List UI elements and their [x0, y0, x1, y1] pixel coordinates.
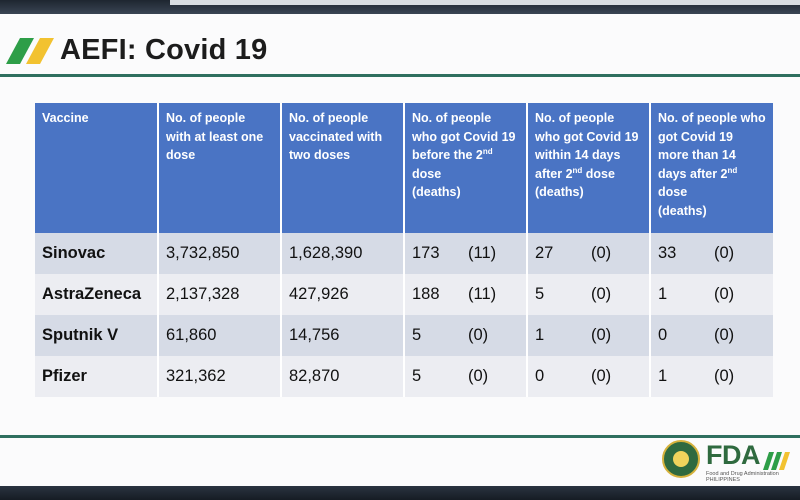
- within-14-days-cell: 0 (0): [527, 356, 651, 397]
- within-14-days-cell: 27 (0): [527, 233, 651, 274]
- case-count: 5: [412, 326, 422, 344]
- death-count: (0): [591, 285, 612, 303]
- header-within-14-days: No. of people who got Covid 19 within 14…: [527, 103, 651, 233]
- table-row: Sinovac 3,732,850 1,628,390 173 (11) 27 (0…: [35, 233, 773, 274]
- death-count: (11): [468, 285, 497, 303]
- death-count: (0): [468, 367, 489, 385]
- case-count: 173: [412, 244, 440, 262]
- footer-divider: [0, 435, 800, 438]
- one-dose-count: 61,860: [158, 315, 282, 356]
- fda-stripes-icon: [763, 452, 790, 470]
- death-count: (0): [714, 367, 735, 385]
- fda-logo-text: FDA: [706, 440, 761, 470]
- header-two-doses: No. of people vaccinated with two doses: [281, 103, 405, 233]
- death-count: (0): [591, 326, 612, 344]
- case-count: 1: [658, 285, 668, 303]
- header-before-second-dose: No. of people who got Covid 19 before th…: [404, 103, 528, 233]
- title-divider: [0, 74, 800, 77]
- slide-title: AEFI: Covid 19: [60, 34, 268, 66]
- table-row: Pfizer 321,362 82,870 5 (0) 0 (0) 1 (0): [35, 356, 773, 397]
- vaccine-name: Sputnik V: [35, 315, 159, 356]
- before-second-dose-cell: 5 (0): [404, 315, 528, 356]
- death-count: (0): [468, 326, 489, 344]
- two-dose-count: 82,870: [281, 356, 405, 397]
- fda-logo-subtitle: Food and Drug Administration PHILIPPINES: [706, 471, 779, 483]
- table-row: AstraZeneca 2,137,328 427,926 188 (11) 5 (…: [35, 274, 773, 315]
- top-strip: [170, 0, 800, 5]
- two-dose-count: 14,756: [281, 315, 405, 356]
- fda-seal-icon: [662, 440, 700, 478]
- death-count: (0): [714, 326, 735, 344]
- vaccine-name: AstraZeneca: [35, 274, 159, 315]
- death-count: (0): [591, 367, 612, 385]
- case-count: 0: [658, 326, 668, 344]
- within-14-days-cell: 5 (0): [527, 274, 651, 315]
- more-than-14-days-cell: 1 (0): [650, 274, 773, 315]
- table-row: Sputnik V 61,860 14,756 5 (0) 1 (0) 0 (0): [35, 315, 773, 356]
- death-count: (0): [591, 244, 612, 262]
- two-dose-count: 1,628,390: [281, 233, 405, 274]
- table-header-row: Vaccine No. of people with at least one …: [35, 103, 773, 233]
- before-second-dose-cell: 188 (11): [404, 274, 528, 315]
- vaccine-name: Pfizer: [35, 356, 159, 397]
- within-14-days-cell: 1 (0): [527, 315, 651, 356]
- death-count: (0): [714, 244, 735, 262]
- one-dose-count: 2,137,328: [158, 274, 282, 315]
- two-dose-count: 427,926: [281, 274, 405, 315]
- more-than-14-days-cell: 0 (0): [650, 315, 773, 356]
- top-window-bar: [0, 0, 800, 14]
- more-than-14-days-cell: 33 (0): [650, 233, 773, 274]
- header-vaccine: Vaccine: [35, 103, 159, 233]
- header-more-than-14-days: No. of people who got Covid 19 more than…: [650, 103, 773, 233]
- death-count: (0): [714, 285, 735, 303]
- case-count: 27: [535, 244, 554, 262]
- fda-logo: FDA Food and Drug Administration PHILIPP…: [662, 440, 792, 483]
- case-count: 1: [535, 326, 545, 344]
- vaccine-name: Sinovac: [35, 233, 159, 274]
- one-dose-count: 321,362: [158, 356, 282, 397]
- before-second-dose-cell: 173 (11): [404, 233, 528, 274]
- slide: AEFI: Covid 19 Vaccine No. of people wit…: [0, 14, 800, 486]
- death-count: (11): [468, 244, 497, 262]
- case-count: 33: [658, 244, 677, 262]
- case-count: 0: [535, 367, 545, 385]
- case-count: 188: [412, 285, 440, 303]
- more-than-14-days-cell: 1 (0): [650, 356, 773, 397]
- aefi-table: Vaccine No. of people with at least one …: [35, 103, 773, 397]
- case-count: 5: [535, 285, 545, 303]
- before-second-dose-cell: 5 (0): [404, 356, 528, 397]
- one-dose-count: 3,732,850: [158, 233, 282, 274]
- case-count: 5: [412, 367, 422, 385]
- case-count: 1: [658, 367, 668, 385]
- header-one-dose: No. of people with at least one dose: [158, 103, 282, 233]
- slide-logo-icon: [6, 38, 54, 64]
- bottom-window-bar: [0, 486, 800, 500]
